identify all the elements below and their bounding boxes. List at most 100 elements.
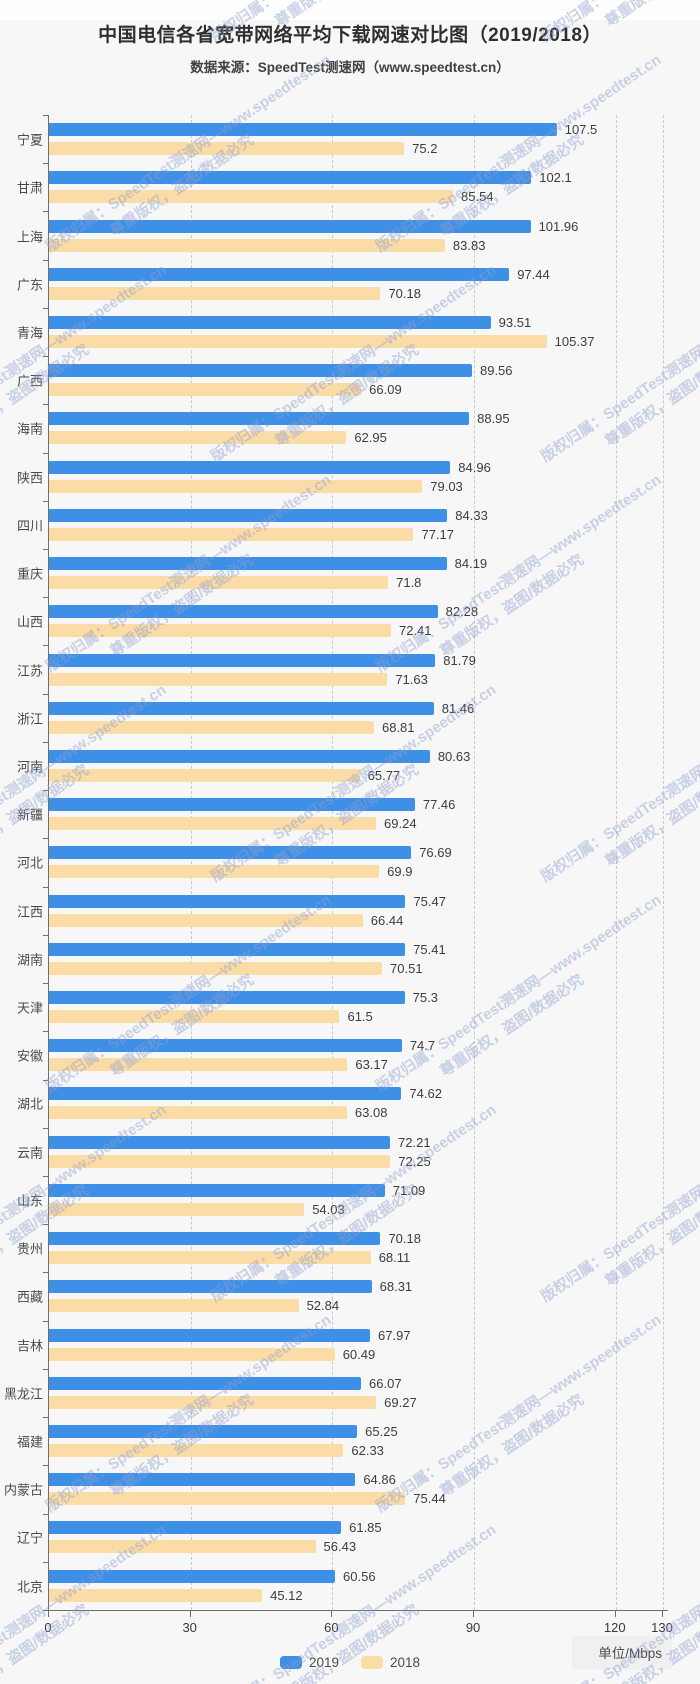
value-label: 65.77: [367, 767, 401, 783]
value-label: 84.96: [458, 459, 491, 475]
bar-2019-浙江: [49, 701, 434, 715]
bar-row-2019: 71.09: [49, 1183, 663, 1198]
value-label: 79.03: [430, 478, 463, 494]
bar-2019-江西: [49, 894, 406, 908]
value-label: 54.03: [312, 1201, 345, 1217]
value-label: 66.44: [370, 912, 404, 928]
category-label: 江西: [16, 904, 43, 920]
bar-row-2018: 68.81: [49, 720, 663, 735]
y-axis-tick: [43, 1031, 49, 1033]
bar-2018-北京: [49, 1588, 263, 1602]
bar-row-2019: 75.3: [49, 990, 663, 1006]
bar-2018-山东: [49, 1202, 305, 1216]
value-label: 70.51: [390, 960, 423, 976]
value-label: 97.44: [517, 266, 550, 282]
category-row: 新疆 77.46 69.24: [17, 790, 663, 838]
category-row: 青海 93.51 105.37: [17, 308, 663, 356]
value-label: 72.21: [398, 1134, 431, 1150]
category-row: 安徽 74.7 63.17: [17, 1031, 663, 1079]
value-label: 61.5: [347, 1009, 373, 1025]
category-row: 黑龙江 66.07 69.27: [4, 1369, 663, 1417]
value-label: 69.27: [384, 1394, 417, 1410]
bar-2019-湖北: [49, 1087, 402, 1101]
legend-item-2019[interactable]: 2019: [279, 1655, 339, 1670]
bar-2018-江西: [49, 913, 363, 927]
y-axis-tick: [43, 1465, 49, 1467]
value-label: 70.18: [388, 1231, 421, 1247]
x-axis-tick: [331, 1611, 333, 1617]
value-label: 81.79: [443, 652, 476, 668]
legend-item-2018[interactable]: 2018: [361, 1655, 420, 1670]
category-label: 海南: [16, 421, 43, 437]
category-row: 宁夏 107.5 75.2: [17, 115, 663, 163]
bar-2018-新疆: [49, 817, 377, 831]
category-label: 西藏: [16, 1289, 43, 1305]
bar-row-2018: 70.51: [49, 960, 663, 976]
bar-2018-辽宁: [49, 1540, 316, 1554]
y-axis-tick: [43, 886, 49, 888]
category-row: 河北 76.69 69.9: [17, 838, 663, 886]
bar-row-2019: 107.5: [49, 122, 663, 138]
x-axis-tick: [189, 1611, 191, 1617]
category-label: 安徽: [16, 1048, 43, 1064]
bar-row-2018: 70.18: [49, 286, 663, 301]
bar-2019-河南: [49, 749, 430, 763]
legend-swatch-2018: [361, 1656, 383, 1669]
category-label: 陕西: [16, 470, 43, 486]
bar-row-2018: 54.03: [49, 1201, 663, 1217]
bar-row-2019: 81.46: [49, 701, 663, 716]
y-axis-tick: [43, 1224, 49, 1226]
bar-row-2019: 72.21: [49, 1134, 663, 1150]
category-row: 重庆 84.19 71.8: [17, 549, 663, 597]
bar-2018-西藏: [49, 1299, 299, 1313]
bar-row-2018: 77.17: [49, 527, 663, 542]
bar-row-2018: 62.95: [49, 430, 663, 445]
bar-row-2018: 75.44: [49, 1491, 663, 1507]
bar-2019-福建: [49, 1425, 358, 1439]
bar-row-2019: 75.47: [49, 894, 663, 909]
legend: 2019 2018: [0, 1655, 700, 1670]
legend-label: 2018: [390, 1655, 421, 1670]
category-label: 广东: [16, 277, 43, 293]
category-row: 湖北 74.62 63.08: [17, 1079, 663, 1127]
bar-2019-上海: [49, 219, 531, 233]
bar-2018-宁夏: [49, 142, 405, 156]
bar-2018-河南: [49, 768, 360, 782]
value-label: 75.3: [412, 990, 438, 1006]
bar-2019-广东: [49, 267, 510, 281]
bar-2018-山西: [49, 624, 391, 638]
bar-2018-江苏: [49, 672, 388, 686]
bar-row-2019: 74.62: [49, 1086, 663, 1101]
category-label: 河北: [16, 855, 43, 871]
value-label: 89.56: [479, 363, 513, 379]
value-label: 107.5: [564, 122, 598, 138]
category-row: 辽宁 61.85 56.43: [17, 1513, 663, 1561]
bar-row-2018: 68.11: [49, 1250, 663, 1265]
bar-row-2019: 80.63: [49, 749, 663, 764]
value-label: 68.31: [379, 1279, 413, 1295]
bar-2018-湖北: [49, 1106, 347, 1120]
value-label: 75.44: [413, 1491, 446, 1507]
category-label: 内蒙古: [3, 1482, 43, 1498]
category-label: 辽宁: [16, 1530, 43, 1546]
bar-row-2019: 76.69: [49, 845, 663, 860]
bar-2018-四川: [49, 527, 414, 541]
category-row: 天津 75.3 61.5: [17, 983, 663, 1031]
bar-row-2018: 62.33: [49, 1443, 663, 1458]
bar-row-2018: 105.37: [49, 334, 663, 349]
value-label: 75.41: [413, 941, 446, 957]
y-axis-tick: [43, 1610, 49, 1611]
bar-row-2019: 97.44: [49, 266, 663, 282]
value-label: 69.24: [384, 816, 417, 832]
bar-2018-重庆: [49, 576, 389, 590]
bar-2018-浙江: [49, 720, 374, 734]
bar-2018-云南: [49, 1154, 391, 1168]
y-axis-tick: [43, 404, 49, 406]
value-label: 74.7: [409, 1038, 436, 1054]
value-label: 65.25: [365, 1424, 398, 1440]
y-axis-tick: [43, 1079, 49, 1081]
category-label: 江苏: [16, 663, 43, 679]
y-axis-tick: [43, 1127, 49, 1129]
y-axis-tick: [43, 838, 49, 840]
category-label: 吉林: [16, 1338, 43, 1354]
